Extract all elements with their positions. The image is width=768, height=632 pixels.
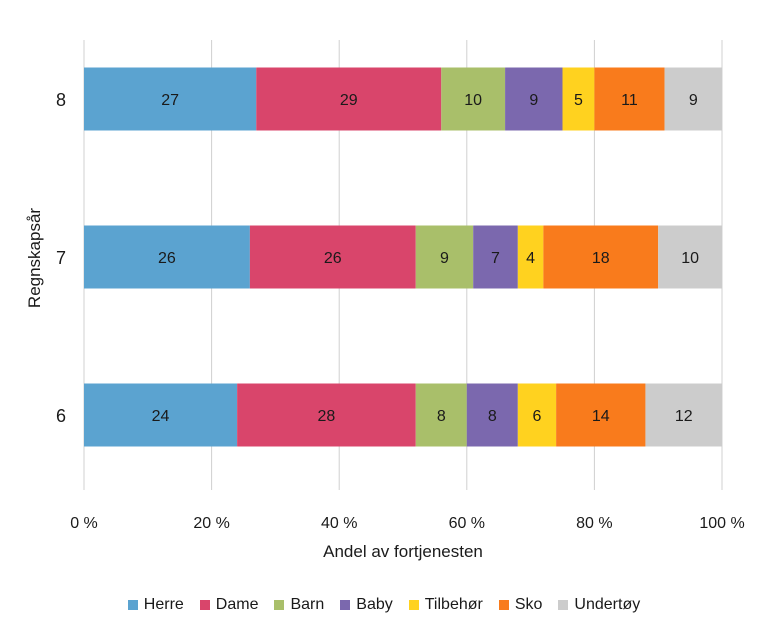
bar-labels: 27 29 10 9 5 11 9 26 26 9 7 4 18 10 24 28 8 8 6 14 12 <box>152 92 699 425</box>
bar-segment <box>249 225 416 289</box>
data-label: 12 <box>675 408 693 425</box>
y-tick-label: 6 <box>56 406 66 426</box>
data-label: 4 <box>526 250 535 267</box>
data-label: 8 <box>437 408 446 425</box>
data-label: 10 <box>464 92 482 109</box>
legend-label: Barn <box>290 596 325 613</box>
legend-label: Tilbehør <box>424 596 483 613</box>
legend-item: Barn <box>274 596 324 614</box>
bar-segment <box>84 225 250 289</box>
data-label: 5 <box>574 92 583 109</box>
legend-label: Herre <box>143 596 184 613</box>
legend-label: Undertøy <box>574 596 641 613</box>
y-tick-labels: 8 7 6 <box>56 90 66 426</box>
data-label: 6 <box>533 408 542 425</box>
legend-swatch <box>274 600 285 610</box>
bar-segment <box>517 225 544 289</box>
legend-swatch <box>127 600 138 610</box>
x-tick-label: 80 % <box>576 515 612 532</box>
data-label: 10 <box>681 250 699 267</box>
x-tick-label: 0 % <box>70 515 98 532</box>
data-label: 7 <box>491 250 500 267</box>
bar-segment <box>473 225 518 289</box>
data-label: 9 <box>689 92 698 109</box>
x-tick-label: 40 % <box>321 515 357 532</box>
bar-segment <box>517 383 557 447</box>
legend-label: Baby <box>356 596 393 613</box>
legend-swatch <box>340 600 351 610</box>
y-axis-label: Regnskapsår <box>25 208 44 309</box>
legend-swatch <box>199 600 210 610</box>
bar-segment <box>543 225 659 289</box>
data-label: 26 <box>158 250 176 267</box>
bar-segment <box>658 225 722 289</box>
bar-segment <box>466 383 518 447</box>
bar-segment <box>645 383 722 447</box>
bar-segment <box>415 225 474 289</box>
bar-segment <box>256 67 442 131</box>
data-label: 24 <box>152 408 170 425</box>
legend-item: Baby <box>340 596 393 614</box>
legend-item: Herre <box>127 596 184 614</box>
legend-label: Dame <box>215 596 259 613</box>
data-label: 8 <box>488 408 497 425</box>
data-label: 11 <box>621 92 638 109</box>
legend-item: Tilbehør <box>408 596 483 614</box>
data-label: 18 <box>592 250 610 267</box>
y-tick-label: 8 <box>56 90 66 110</box>
bar-segment <box>594 67 665 131</box>
data-label: 14 <box>592 408 610 425</box>
data-label: 28 <box>318 408 336 425</box>
x-tick-labels: 0 % 20 % 40 % 60 % 80 % 100 % <box>70 515 744 532</box>
legend-swatch <box>558 600 569 610</box>
y-tick-label: 7 <box>56 248 66 268</box>
bar-segment <box>84 383 238 447</box>
legend-item: Undertøy <box>558 596 640 614</box>
data-label: 29 <box>340 92 358 109</box>
bar-segment <box>237 383 416 447</box>
data-label: 27 <box>161 92 179 109</box>
data-label: 26 <box>324 250 342 267</box>
legend-swatch <box>408 600 419 610</box>
legend-item: Sko <box>498 596 543 614</box>
legend: Herre Dame Barn Baby Tilbehør Sko Undertøy <box>0 593 768 617</box>
x-tick-label: 20 % <box>193 515 229 532</box>
bar-segment <box>441 67 506 131</box>
legend-item: Dame <box>199 596 259 614</box>
bar-segment <box>415 383 467 447</box>
legend-swatch <box>498 600 509 610</box>
legend-label: Sko <box>514 596 543 613</box>
bar-segment <box>664 67 722 131</box>
x-axis-label: Andel av fortjenesten <box>323 542 483 561</box>
bar-segment <box>505 67 563 131</box>
data-label: 9 <box>440 250 449 267</box>
bar-segment <box>562 67 595 131</box>
x-tick-label: 60 % <box>449 515 485 532</box>
bar-segment <box>84 67 257 131</box>
data-label: 9 <box>529 92 538 109</box>
bar-segment <box>556 383 646 447</box>
x-tick-label: 100 % <box>699 515 744 532</box>
bars <box>84 67 722 447</box>
